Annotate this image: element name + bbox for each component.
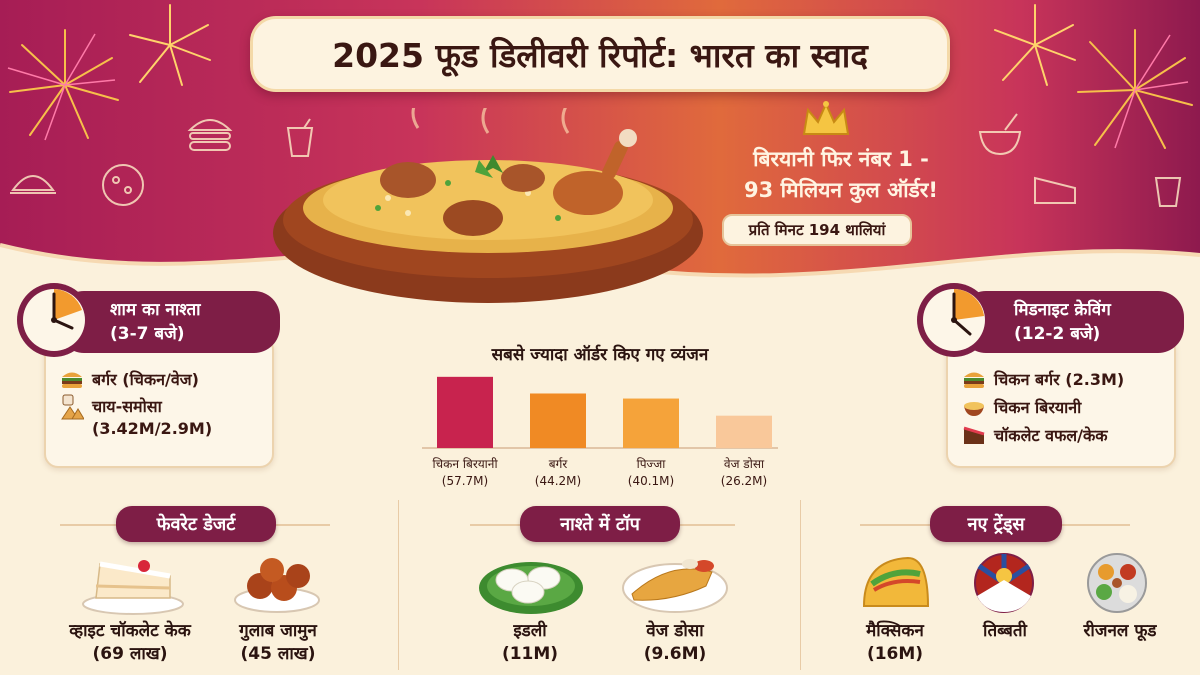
dessert-item-value: (45 लाख) bbox=[240, 644, 316, 664]
tick-label: वेज डोसा bbox=[723, 457, 765, 471]
dessert-item-label: गुलाब जामुन bbox=[239, 621, 317, 641]
cake-icon bbox=[962, 424, 986, 446]
data-label: (40.1M) bbox=[627, 474, 675, 488]
data-label: (26.2M) bbox=[720, 474, 768, 488]
list-item-label: बर्गर (चिकन/वेज) bbox=[92, 370, 199, 389]
per-minute-pill: प्रति मिनट 194 थालियां bbox=[722, 214, 912, 246]
drink-doodle-icon bbox=[286, 118, 314, 157]
headline-line-2: 93 मिलियन कुल ऑर्डर! bbox=[744, 178, 938, 202]
data-label: (44.2M) bbox=[534, 474, 582, 488]
dessert-item-2: गुलाब जामुन (45 लाख) bbox=[218, 620, 338, 666]
breakfast-item-1: इडली (11M) bbox=[480, 620, 580, 666]
noodle-bowl-doodle-icon bbox=[978, 113, 1022, 156]
firework-icon bbox=[1077, 29, 1193, 149]
cake-slice-doodle-icon bbox=[1034, 176, 1076, 204]
midnight-craving-card: चिकन बर्गर (2.3M) चिकन बिरयानी चॉकलेट वफ… bbox=[946, 336, 1176, 468]
dessert-item-value: (69 लाख) bbox=[92, 644, 168, 664]
midnight-items: चिकन बर्गर (2.3M) चिकन बिरयानी चॉकलेट वफ… bbox=[962, 368, 1124, 452]
list-item-text: चाय-समोसा (3.42M/2.9M) bbox=[92, 396, 212, 440]
dosa-icon bbox=[622, 559, 728, 613]
list-item-label: चाय-समोसा bbox=[92, 397, 162, 416]
list-item-label: चिकन बर्गर (2.3M) bbox=[994, 370, 1125, 389]
firework-icon bbox=[994, 4, 1076, 86]
biryani-bowl-illustration bbox=[273, 108, 703, 303]
list-item: बर्गर (चिकन/वेज) bbox=[60, 368, 212, 390]
list-item: चॉकलेट वफल/केक bbox=[962, 424, 1124, 446]
tick-label: चिकन बिरयानी bbox=[432, 457, 498, 471]
evening-snack-pill: शाम का नाश्ता (3-7 बजे) bbox=[58, 291, 280, 353]
dessert-item-label: व्हाइट चॉकलेट केक bbox=[69, 621, 191, 641]
tea-samosa-icon bbox=[60, 394, 84, 420]
list-item: चाय-समोसा (3.42M/2.9M) bbox=[60, 394, 212, 440]
taco-icon bbox=[862, 556, 930, 607]
dessert-section-pill: फेवरेट डेजर्ट bbox=[116, 506, 276, 542]
list-item: चिकन बिरयानी bbox=[962, 396, 1124, 418]
evening-title: शाम का नाश्ता bbox=[110, 300, 201, 320]
burger-icon bbox=[60, 368, 84, 390]
tick-label: बर्गर bbox=[548, 457, 568, 471]
trend-item-label: तिब्बती bbox=[983, 621, 1027, 641]
column-divider bbox=[398, 500, 399, 670]
bar-label-2: पिज्जा (40.1M) bbox=[601, 456, 701, 490]
bar-0 bbox=[437, 376, 493, 448]
bar-2 bbox=[623, 398, 679, 448]
burger-doodle-icon bbox=[187, 119, 233, 151]
cloche-doodle-icon bbox=[10, 175, 56, 194]
drink-doodle-icon bbox=[1154, 177, 1182, 207]
trend-item-label: रीजनल फूड bbox=[1083, 621, 1157, 641]
report-title: 2025 फूड डिलीवरी रिपोर्ट: भारत का स्वाद bbox=[332, 35, 868, 75]
firework-icon bbox=[129, 4, 211, 86]
white-chocolate-cake-icon bbox=[82, 560, 184, 615]
list-item-label: चॉकलेट वफल/केक bbox=[994, 426, 1108, 445]
bar-chart bbox=[422, 376, 778, 449]
trend-item-2: तिब्बती bbox=[955, 620, 1055, 643]
trend-item-label: मैक्सिकन bbox=[866, 621, 924, 641]
list-item-value: (3.42M/2.9M) bbox=[92, 419, 213, 438]
pizza-doodle-icon bbox=[102, 164, 144, 206]
evening-snack-card: बर्गर (चिकन/वेज) चाय-समोसा (3.42M/2.9M) bbox=[44, 336, 274, 468]
headline-line-1: बिरयानी फिर नंबर 1 - bbox=[753, 147, 929, 171]
column-divider bbox=[800, 500, 801, 670]
breakfast-item-value: (9.6M) bbox=[643, 644, 707, 664]
gulab-jamun-icon bbox=[234, 558, 320, 613]
clock-icon bbox=[917, 283, 991, 357]
list-item-label: चिकन बिरयानी bbox=[994, 398, 1082, 417]
trend-item-1: मैक्सिकन (16M) bbox=[845, 620, 945, 666]
regional-thali-icon bbox=[1087, 553, 1147, 613]
crown-icon bbox=[802, 101, 850, 135]
biryani-bowl-icon bbox=[962, 396, 986, 418]
evening-items: बर्गर (चिकन/वेज) चाय-समोसा (3.42M/2.9M) bbox=[60, 368, 212, 446]
bar-label-1: बर्गर (44.2M) bbox=[508, 456, 608, 490]
report-title-box: 2025 फूड डिलीवरी रिपोर्ट: भारत का स्वाद bbox=[250, 16, 950, 92]
bar-3 bbox=[716, 415, 772, 448]
bar-label-0: चिकन बिरयानी (57.7M) bbox=[415, 456, 515, 490]
bar-1 bbox=[530, 393, 586, 448]
list-item: चिकन बर्गर (2.3M) bbox=[962, 368, 1124, 390]
data-label: (57.7M) bbox=[441, 474, 489, 488]
trend-item-3: रीजनल फूड bbox=[1060, 620, 1180, 643]
midnight-time: (12-2 बजे) bbox=[1014, 324, 1101, 344]
bar-label-3: वेज डोसा (26.2M) bbox=[694, 456, 794, 490]
breakfast-item-2: वेज डोसा (9.6M) bbox=[620, 620, 730, 666]
firework-icon bbox=[7, 29, 119, 141]
midnight-craving-pill: मिडनाइट क्रेविंग (12-2 बजे) bbox=[960, 291, 1184, 353]
trend-item-value: (16M) bbox=[866, 644, 924, 664]
chart-title: सबसे ज्यादा ऑर्डर किए गए व्यंजन bbox=[491, 345, 709, 365]
evening-time: (3-7 बजे) bbox=[110, 324, 185, 344]
breakfast-item-value: (11M) bbox=[501, 644, 559, 664]
idli-icon bbox=[479, 562, 583, 614]
tibetan-flag-icon bbox=[974, 553, 1034, 613]
clock-icon bbox=[17, 283, 91, 357]
breakfast-section-pill: नाश्ते में टॉप bbox=[520, 506, 680, 542]
tick-label: पिज्जा bbox=[636, 457, 666, 471]
headline: बिरयानी फिर नंबर 1 - 93 मिलियन कुल ऑर्डर… bbox=[716, 144, 966, 206]
breakfast-item-label: वेज डोसा bbox=[646, 621, 704, 641]
trends-section-pill: नए ट्रेंड्स bbox=[930, 506, 1062, 542]
midnight-title: मिडनाइट क्रेविंग bbox=[1014, 300, 1111, 320]
burger-icon bbox=[962, 368, 986, 390]
dessert-item-1: व्हाइट चॉकलेट केक (69 लाख) bbox=[40, 620, 220, 666]
breakfast-item-label: इडली bbox=[513, 621, 547, 641]
